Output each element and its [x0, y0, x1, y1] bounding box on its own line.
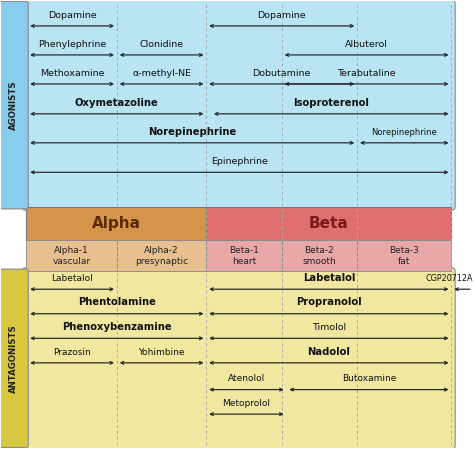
- Text: Beta-2
smooth: Beta-2 smooth: [302, 246, 337, 266]
- Text: Phentolamine: Phentolamine: [78, 298, 156, 308]
- Bar: [26, 240, 117, 271]
- Bar: [282, 240, 357, 271]
- Text: Phenoxybenzamine: Phenoxybenzamine: [62, 322, 172, 332]
- Text: Labetalol: Labetalol: [51, 274, 93, 283]
- FancyBboxPatch shape: [22, 268, 455, 449]
- Text: Metoprolol: Metoprolol: [222, 399, 271, 408]
- Text: Nadolol: Nadolol: [308, 347, 350, 357]
- Text: Prazosin: Prazosin: [53, 348, 91, 357]
- Text: α-methyl-NE: α-methyl-NE: [132, 69, 191, 78]
- Text: Phenylephrine: Phenylephrine: [38, 40, 106, 48]
- Text: Methoxamine: Methoxamine: [40, 69, 104, 78]
- Text: AGONISTS: AGONISTS: [9, 80, 18, 130]
- FancyBboxPatch shape: [0, 1, 28, 209]
- Text: Alpha: Alpha: [91, 216, 141, 231]
- Text: Clonidine: Clonidine: [139, 40, 183, 48]
- Text: Oxymetazoline: Oxymetazoline: [75, 97, 159, 108]
- Text: Isoproterenol: Isoproterenol: [293, 97, 369, 108]
- Text: Beta: Beta: [309, 216, 349, 231]
- Text: Terabutaline: Terabutaline: [337, 69, 396, 78]
- Text: Yohimbine: Yohimbine: [138, 348, 185, 357]
- Text: Timolol: Timolol: [312, 323, 346, 332]
- Bar: [117, 240, 206, 271]
- Bar: [357, 240, 451, 271]
- FancyBboxPatch shape: [0, 269, 28, 448]
- Text: Beta-3
fat: Beta-3 fat: [389, 246, 419, 266]
- Text: Alpha-2
presynaptic: Alpha-2 presynaptic: [135, 246, 188, 266]
- Bar: [206, 207, 451, 240]
- Bar: [206, 240, 282, 271]
- Text: Labetalol: Labetalol: [303, 273, 355, 283]
- Text: Epinephrine: Epinephrine: [211, 157, 268, 166]
- Bar: [26, 207, 206, 240]
- Text: Butoxamine: Butoxamine: [342, 374, 396, 383]
- Text: CGP20712A: CGP20712A: [425, 274, 473, 283]
- Text: Albuterol: Albuterol: [345, 40, 388, 48]
- Text: Norepinephrine: Norepinephrine: [372, 128, 437, 137]
- Text: Propranolol: Propranolol: [296, 298, 362, 308]
- Text: Dopamine: Dopamine: [48, 11, 96, 20]
- Text: Atenolol: Atenolol: [228, 374, 265, 383]
- Text: Dopamine: Dopamine: [257, 11, 306, 20]
- Text: ANTAGONISTS: ANTAGONISTS: [9, 324, 18, 393]
- Text: Dobutamine: Dobutamine: [253, 69, 311, 78]
- Text: Norepinephrine: Norepinephrine: [148, 127, 237, 136]
- FancyBboxPatch shape: [22, 0, 455, 210]
- Text: Beta-1
heart: Beta-1 heart: [229, 246, 259, 266]
- Text: Alpha-1
vascular: Alpha-1 vascular: [52, 246, 91, 266]
